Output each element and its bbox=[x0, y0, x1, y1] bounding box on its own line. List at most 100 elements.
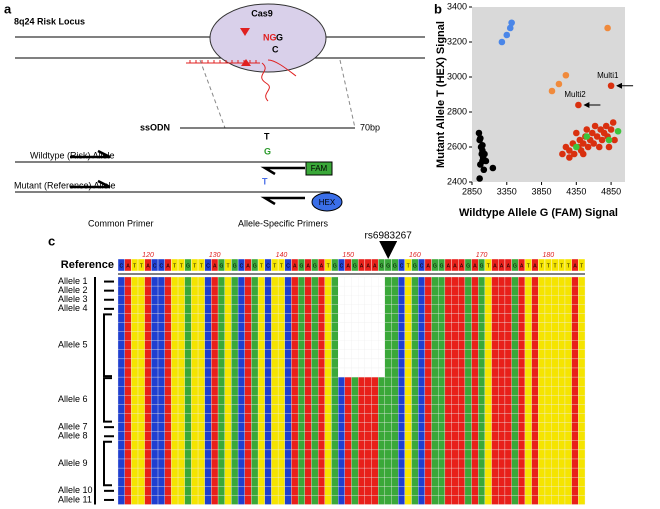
alignment-cell bbox=[478, 276, 486, 287]
alignment-cell bbox=[471, 340, 479, 350]
alignment-cell bbox=[544, 449, 552, 460]
alignment-cell bbox=[524, 376, 532, 387]
cas9-label: Cas9 bbox=[251, 8, 273, 18]
alignment-cell bbox=[304, 295, 312, 305]
alignment-cell bbox=[157, 276, 165, 287]
allele-label: Allele 9 bbox=[58, 458, 88, 468]
alignment-cell bbox=[171, 422, 179, 432]
alignment-cell bbox=[371, 285, 379, 296]
alignment-cell bbox=[257, 349, 265, 360]
alignment-cell bbox=[578, 386, 586, 396]
alignment-cell bbox=[538, 285, 546, 296]
alignment-cell bbox=[364, 276, 372, 287]
alignment-cell bbox=[244, 276, 252, 287]
alignment-cell bbox=[157, 395, 165, 405]
alignment-cell bbox=[431, 322, 439, 332]
alignment-cell bbox=[364, 295, 372, 305]
alignment-cell bbox=[551, 313, 559, 323]
alignment-cell bbox=[291, 431, 299, 441]
alignment-cell bbox=[217, 340, 225, 350]
alignment-cell bbox=[157, 304, 165, 314]
alignment-cell bbox=[464, 422, 472, 432]
alignment-cell bbox=[184, 413, 192, 423]
alignment-cell bbox=[184, 285, 192, 296]
alignment-cell bbox=[578, 376, 586, 387]
alignment-cell bbox=[144, 404, 152, 414]
position-label: 160 bbox=[409, 252, 421, 259]
alignment-cell bbox=[518, 422, 526, 432]
alignment-cell bbox=[171, 331, 179, 341]
alignment-cell bbox=[204, 331, 212, 341]
alignment-cell bbox=[564, 413, 572, 423]
alignment-cell bbox=[137, 376, 145, 387]
alignment-cell bbox=[177, 331, 185, 341]
alignment-cell bbox=[404, 495, 412, 505]
alignment-cell bbox=[204, 358, 212, 369]
alignment-cell bbox=[204, 395, 212, 405]
alignment-cell bbox=[324, 304, 332, 314]
alignment-cell bbox=[224, 495, 232, 505]
alignment-cell bbox=[137, 486, 145, 496]
alignment-cell bbox=[244, 477, 252, 487]
alignment-cell bbox=[404, 349, 412, 360]
alignment-cell bbox=[311, 413, 319, 423]
alignment-cell bbox=[524, 413, 532, 423]
alignment-cell bbox=[264, 358, 272, 369]
alignment-cell bbox=[431, 404, 439, 414]
alignment-cell bbox=[311, 340, 319, 350]
alignment-cell bbox=[144, 467, 152, 478]
alignment-cell bbox=[151, 413, 159, 423]
alignment-cell bbox=[351, 322, 359, 332]
alignment-cell bbox=[578, 431, 586, 441]
alignment-cell bbox=[358, 313, 365, 323]
alignment-cell bbox=[338, 440, 345, 451]
alignment-cell bbox=[304, 367, 312, 378]
alignment-cell bbox=[331, 295, 339, 305]
alignment-cell bbox=[364, 467, 372, 478]
alignment-cell bbox=[511, 431, 519, 441]
alignment-cell bbox=[131, 413, 139, 423]
reference-base: A bbox=[507, 263, 511, 269]
alignment-cell bbox=[518, 477, 526, 487]
alignment-cell bbox=[578, 367, 586, 378]
alignment-cell bbox=[484, 295, 492, 305]
alignment-cell bbox=[578, 495, 586, 505]
alignment-cell bbox=[458, 358, 466, 369]
y-tick-label: 2800 bbox=[447, 106, 467, 116]
alignment-cell bbox=[538, 431, 546, 441]
alignment-cell bbox=[578, 340, 586, 350]
alignment-cell bbox=[504, 486, 512, 496]
panel-label: a bbox=[4, 1, 12, 16]
allele-bracket bbox=[103, 440, 112, 487]
alignment-cell bbox=[351, 331, 359, 341]
alignment-cell bbox=[151, 276, 159, 287]
alignment-cell bbox=[478, 358, 486, 369]
alignment-cell bbox=[171, 313, 179, 323]
alignment-cell bbox=[418, 367, 426, 378]
alignment-cell bbox=[551, 322, 559, 332]
alignment-cell bbox=[197, 495, 205, 505]
reference-base: C bbox=[420, 263, 424, 269]
alignment-cell bbox=[237, 422, 245, 432]
alignment-cell bbox=[478, 413, 486, 423]
alignment-cell bbox=[538, 458, 546, 469]
alignment-cell bbox=[191, 413, 199, 423]
alignment-cell bbox=[284, 440, 292, 451]
alignment-cell bbox=[124, 413, 132, 423]
alignment-cell bbox=[364, 367, 372, 378]
alignment-cell bbox=[491, 467, 499, 478]
alignment-cell bbox=[251, 349, 259, 360]
alignment-cell bbox=[264, 376, 272, 387]
alignment-cell bbox=[571, 313, 579, 323]
alignment-cell bbox=[571, 404, 579, 414]
position-label: 170 bbox=[476, 252, 488, 259]
alignment-cell bbox=[544, 340, 552, 350]
alignment-cell bbox=[364, 340, 372, 350]
alignment-cell bbox=[571, 486, 579, 496]
alignment-cell bbox=[257, 358, 265, 369]
alignment-cell bbox=[271, 304, 279, 314]
alignment-cell bbox=[351, 495, 359, 505]
alignment-cell bbox=[144, 358, 152, 369]
alignment-cell bbox=[384, 477, 392, 487]
alignment-cell bbox=[558, 276, 566, 287]
